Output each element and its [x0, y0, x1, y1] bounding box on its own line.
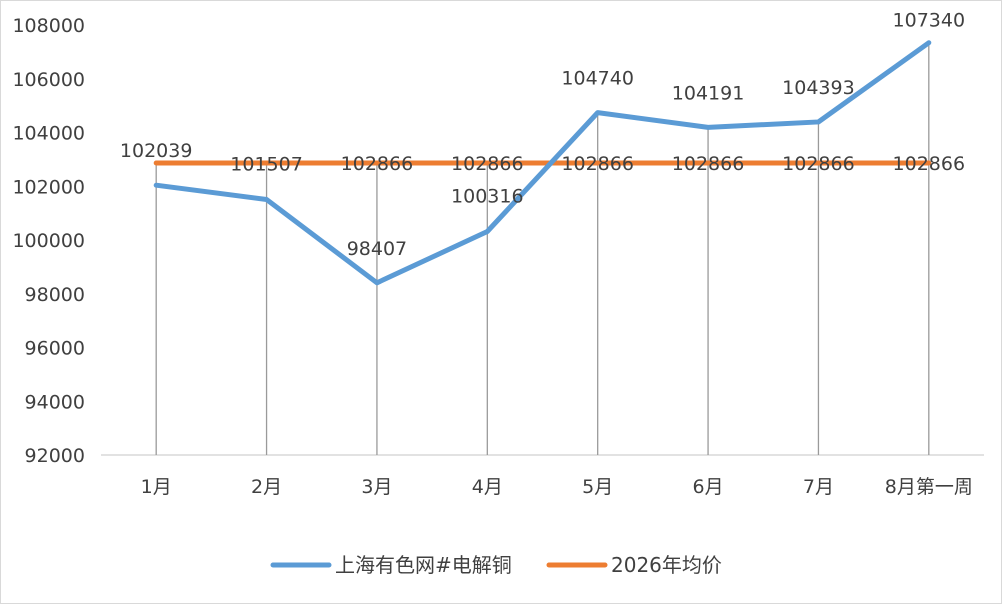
y-tick-label: 108000	[12, 15, 85, 37]
data-label: 102866	[561, 153, 634, 175]
x-tick-label: 3月	[361, 476, 392, 498]
x-tick-label: 5月	[582, 476, 613, 498]
x-tick-label: 7月	[803, 476, 834, 498]
y-tick-label: 100000	[12, 230, 85, 252]
data-label: 104740	[561, 68, 634, 90]
data-label: 102866	[782, 153, 855, 175]
data-label: 100316	[451, 186, 524, 208]
legend-label: 上海有色网#电解铜	[335, 553, 512, 577]
data-label: 102039	[120, 140, 193, 162]
data-label: 102866	[672, 153, 745, 175]
data-label: 104393	[782, 77, 855, 99]
y-tick-label: 102000	[12, 176, 85, 198]
x-tick-label: 1月	[141, 476, 172, 498]
data-label: 102866	[451, 153, 524, 175]
data-label: 98407	[347, 238, 407, 260]
x-axis: 1月 2月 3月 4月 5月 6月 7月 8月第一周	[101, 454, 984, 498]
data-label: 101507	[230, 153, 303, 175]
drop-lines	[155, 42, 930, 455]
series-line-0	[153, 40, 932, 286]
x-tick-label: 2月	[251, 476, 282, 498]
y-tick-label: 104000	[12, 123, 85, 145]
y-axis: 92000 94000 96000 98000 100000 102000 104000 10…	[12, 15, 85, 467]
x-tick-label: 6月	[693, 476, 724, 498]
y-tick-label: 96000	[25, 338, 85, 360]
x-tick-label: 4月	[472, 476, 503, 498]
legend-label: 2026年均价	[611, 553, 722, 577]
y-tick-label: 92000	[25, 445, 85, 467]
data-label: 102866	[893, 153, 966, 175]
y-tick-label: 94000	[25, 391, 85, 413]
legend: 上海有色网#电解铜 2026年均价	[270, 553, 722, 577]
x-tick-label: 8月第一周	[885, 476, 973, 498]
y-tick-label: 98000	[25, 284, 85, 306]
y-tick-label: 106000	[12, 69, 85, 91]
series-lines	[153, 40, 932, 286]
data-label: 107340	[893, 10, 966, 32]
data-labels: 102039 101507 98407 100316 104740 104191 10439…	[120, 10, 965, 260]
data-label: 104191	[672, 82, 745, 104]
data-label: 102866	[341, 153, 414, 175]
